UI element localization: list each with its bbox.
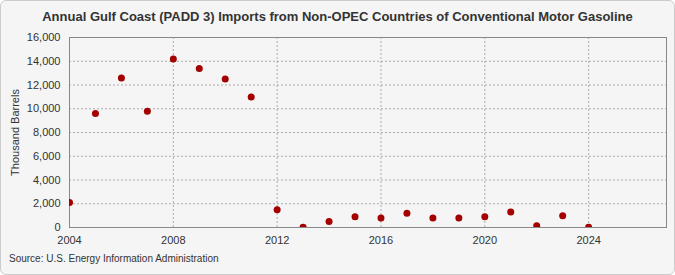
svg-text:2020: 2020 bbox=[473, 234, 497, 246]
svg-text:2004: 2004 bbox=[57, 234, 81, 246]
svg-text:2012: 2012 bbox=[265, 234, 289, 246]
html-text:Source: U.S. Energy Informatio: Source: U.S. Energy Information Administ… bbox=[9, 253, 219, 264]
svg-text:14,000: 14,000 bbox=[27, 55, 61, 67]
svg-text:10,000: 10,000 bbox=[27, 102, 61, 114]
svg-text:2016: 2016 bbox=[369, 234, 393, 246]
svg-text:16,000: 16,000 bbox=[27, 31, 61, 43]
svg-text:2,000: 2,000 bbox=[33, 197, 61, 209]
svg-text:4,000: 4,000 bbox=[33, 174, 61, 186]
svg-text:12,000: 12,000 bbox=[27, 79, 61, 91]
svg-text:6,000: 6,000 bbox=[33, 150, 61, 162]
svg-text:0: 0 bbox=[54, 221, 60, 233]
svg-text:8,000: 8,000 bbox=[33, 126, 61, 138]
svg-text:2024: 2024 bbox=[576, 234, 600, 246]
svg-text:2008: 2008 bbox=[161, 234, 185, 246]
html-text:Annual Gulf Coast (PADD 3) Imp: Annual Gulf Coast (PADD 3) Imports from … bbox=[42, 9, 633, 24]
svg-text:Thousand Barrels: Thousand Barrels bbox=[9, 89, 21, 176]
